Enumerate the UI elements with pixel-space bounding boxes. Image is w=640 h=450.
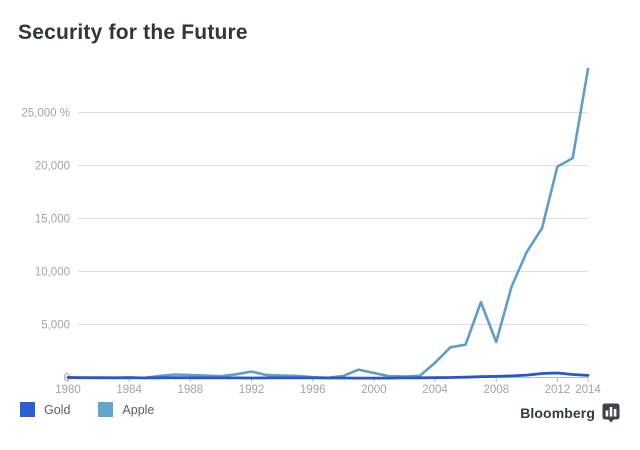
gold-line	[66, 371, 590, 380]
x-axis-tick-label: 2014	[575, 384, 601, 396]
page-title: Security for the Future	[18, 21, 248, 44]
chart-legend: Gold Apple	[20, 402, 154, 417]
x-axis-tick-label: 1980	[55, 384, 81, 396]
apple-line	[66, 67, 590, 380]
x-axis-tick-label: 1984	[116, 384, 142, 396]
x-axis-tick-label: 2004	[422, 384, 448, 396]
x-axis-tick-label: 2000	[361, 384, 387, 396]
bloomberg-wordmark: Bloomberg	[520, 405, 595, 421]
y-axis-tick-label: 25,000 %	[21, 108, 70, 120]
x-axis-tick-label: 1992	[239, 384, 265, 396]
gold-swatch	[20, 402, 35, 417]
apple-swatch	[98, 402, 114, 417]
line-chart: 0 5,000 10,000 15,000 20,000 25,000 % 1980 1984…	[21, 67, 601, 396]
x-axis-tick-label: 2012	[545, 384, 571, 396]
x-axis-tick-label: 2008	[483, 384, 509, 396]
bloomberg-logo: Bloomberg	[520, 403, 620, 423]
legend-item-gold: Gold	[20, 402, 70, 417]
y-axis-tick-label: 20,000	[35, 161, 70, 173]
x-axis-tick-label: 1996	[300, 384, 326, 396]
legend-label-apple: Apple	[122, 402, 155, 417]
x-axis-tick-label: 1988	[178, 384, 204, 396]
y-axis-tick-label: 5,000	[41, 320, 70, 332]
bar-chart-icon	[602, 403, 620, 423]
legend-item-apple: Apple	[98, 402, 154, 417]
y-axis-tick-label: 0	[64, 373, 70, 385]
y-axis-tick-label: 15,000	[35, 214, 70, 226]
y-axis-tick-label: 10,000	[35, 267, 70, 279]
legend-label-gold: Gold	[44, 402, 71, 417]
